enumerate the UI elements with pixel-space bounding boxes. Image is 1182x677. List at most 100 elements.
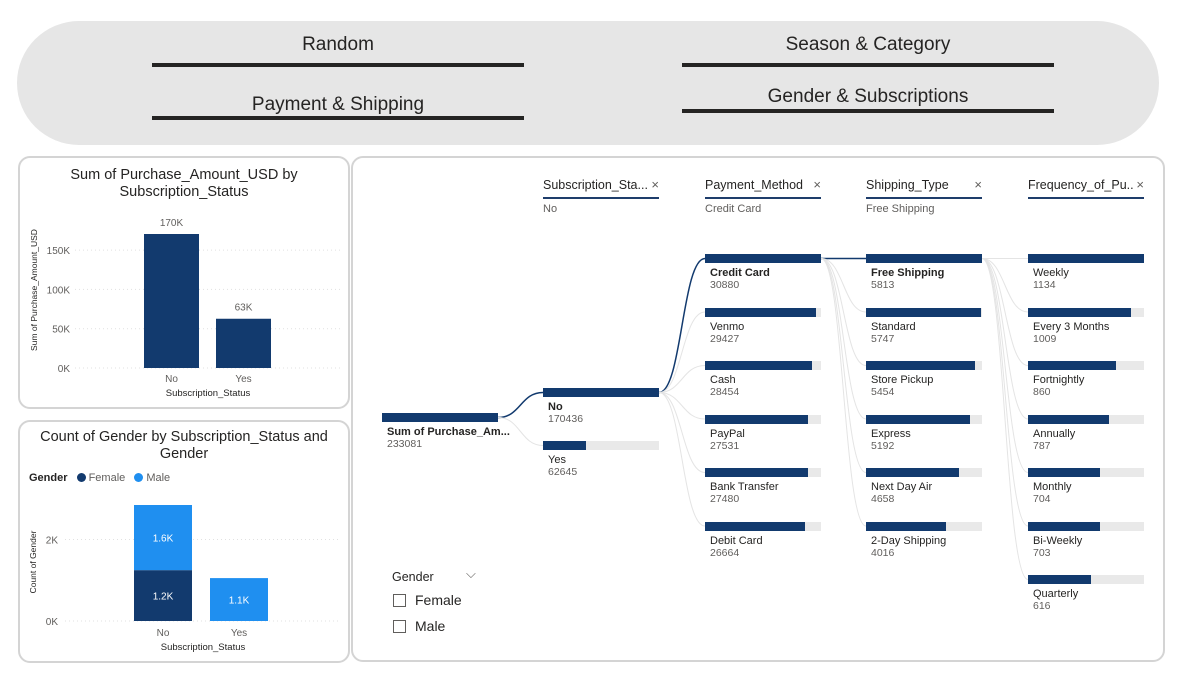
chart-title-line-2: Subscription_Status	[119, 184, 249, 200]
purchase-by-subscription-chart[interactable]: Sum of Purchase_Amount_USD by Subscripti…	[18, 156, 350, 409]
node-label: Bi-Weekly	[1033, 534, 1083, 547]
bar-segment-male-no[interactable]	[134, 505, 192, 571]
node-bar-track	[382, 413, 498, 422]
page-navigation-bar: Random Season & Category Payment & Shipp…	[17, 21, 1159, 145]
node-label: Store Pickup	[871, 374, 934, 386]
legend-item-male[interactable]: Male	[134, 472, 170, 484]
gender-slicer-title: Gender	[392, 570, 434, 584]
node-value: 5454	[871, 386, 895, 398]
node-bar-track	[543, 388, 659, 397]
nav-button-gender-subscriptions[interactable]: Gender & Subscriptions	[682, 84, 1054, 124]
chevron-down-icon[interactable]: ⌵	[466, 566, 476, 581]
node-value: 5813	[871, 279, 895, 291]
data-label: 1.2K	[153, 592, 174, 603]
node-value: 703	[1033, 546, 1051, 559]
node-bar-fill	[705, 307, 816, 317]
data-label: 170K	[160, 218, 184, 229]
node-value: 5192	[871, 439, 895, 452]
node-bar-track	[1028, 414, 1144, 424]
node-bar-fill	[705, 468, 809, 477]
tree-level-header: Subscription_Sta... × No	[543, 177, 659, 215]
node-bar-track	[1028, 521, 1144, 531]
node-bar-track	[866, 254, 982, 263]
node-bar-track	[1028, 361, 1144, 370]
nav-button-label: Gender & Subscriptions	[767, 86, 969, 107]
legend-item-female[interactable]: Female	[76, 472, 125, 484]
checkbox[interactable]	[393, 620, 406, 633]
node-bar-fill	[382, 413, 498, 422]
node-value: 704	[1033, 493, 1051, 505]
level-selected-value: Free Shipping	[866, 203, 935, 215]
node-value: 1009	[1033, 332, 1057, 345]
node-label: PayPal	[710, 427, 745, 440]
node-value: 616	[1033, 600, 1051, 612]
node-bar-fill	[866, 468, 959, 477]
nav-button-label: Random	[302, 34, 374, 55]
chart-title-line-2: Gender	[159, 446, 209, 462]
node-bar-fill	[1028, 575, 1091, 584]
data-label: 1.1K	[229, 596, 250, 607]
close-icon[interactable]: ×	[651, 177, 659, 192]
bar-segment-male-yes[interactable]	[210, 578, 268, 621]
y-tick-label: 150K	[47, 246, 71, 257]
node-label: Quarterly	[1033, 588, 1079, 600]
legend-dot-icon	[134, 473, 144, 482]
node-label: Sum of Purchase_Am...	[387, 426, 510, 438]
node-bar-track	[705, 521, 821, 531]
y-axis-title: Sum of Purchase_Amount_USD	[29, 229, 39, 351]
node-value: 27531	[710, 439, 740, 452]
bar-segment-female-no[interactable]	[134, 570, 192, 621]
node-label: Yes	[548, 454, 566, 466]
node-value: 28454	[710, 386, 740, 398]
node-label: Bank Transfer	[710, 481, 779, 493]
nav-underline	[682, 63, 1054, 67]
node-bar-track	[1028, 468, 1144, 477]
y-tick-label: 2K	[46, 536, 59, 547]
node-bar-track	[705, 361, 821, 370]
node-bar-track	[705, 414, 821, 424]
decomposition-tree-panel	[351, 156, 1165, 662]
close-icon[interactable]: ×	[974, 177, 982, 192]
y-tick-label: 50K	[52, 325, 70, 336]
tree-level-header: Payment_Method × Credit Card	[705, 177, 821, 215]
node-value: 29427	[710, 332, 740, 345]
node-label: Weekly	[1033, 267, 1069, 279]
node-label: Annually	[1033, 427, 1076, 440]
nav-button-payment-shipping[interactable]: Payment & Shipping	[152, 92, 524, 132]
nav-button-season-category[interactable]: Season & Category	[682, 31, 1054, 71]
bar-no[interactable]	[144, 234, 199, 368]
nav-button-random[interactable]: Random	[152, 31, 524, 71]
bar-yes[interactable]	[216, 318, 271, 368]
close-icon[interactable]: ×	[813, 177, 821, 192]
node-bar-track	[866, 307, 982, 317]
y-axis-title: Count of Gender	[28, 530, 38, 593]
node-value: 170436	[548, 413, 584, 425]
node-bar-track	[1028, 575, 1144, 584]
node-bar-fill	[705, 361, 812, 370]
chart-title: Sum of Purchase_Amount_USD by Subscripti…	[20, 167, 348, 201]
node-label: Free Shipping	[871, 267, 945, 279]
checkbox[interactable]	[393, 594, 406, 607]
data-label: 63K	[235, 303, 253, 314]
node-bar-fill	[1028, 254, 1144, 263]
close-icon[interactable]: ×	[1136, 177, 1144, 192]
tree-level-header: Shipping_Type × Free Shipping	[866, 177, 982, 215]
nav-underline	[682, 109, 1054, 113]
header-underline	[705, 197, 821, 199]
node-bar-fill	[543, 441, 586, 450]
node-label: Next Day Air	[871, 481, 933, 493]
node-value: 30880	[710, 279, 740, 291]
gender-by-subscription-chart[interactable]: Count of Gender by Subscription_Status a…	[18, 420, 350, 663]
node-label: 2-Day Shipping	[871, 534, 947, 547]
node-bar-track	[866, 521, 982, 531]
node-bar-fill	[866, 307, 981, 317]
node-label: Credit Card	[710, 267, 770, 279]
node-bar-fill	[866, 361, 975, 370]
node-label: Monthly	[1033, 481, 1072, 493]
node-value: 860	[1033, 386, 1051, 398]
data-label: 1.6K	[153, 534, 174, 545]
legend-label: Male	[146, 472, 171, 484]
level-field-name: Subscription_Sta...	[543, 178, 648, 192]
node-bar-track	[866, 361, 982, 370]
node-value: 787	[1033, 439, 1051, 452]
